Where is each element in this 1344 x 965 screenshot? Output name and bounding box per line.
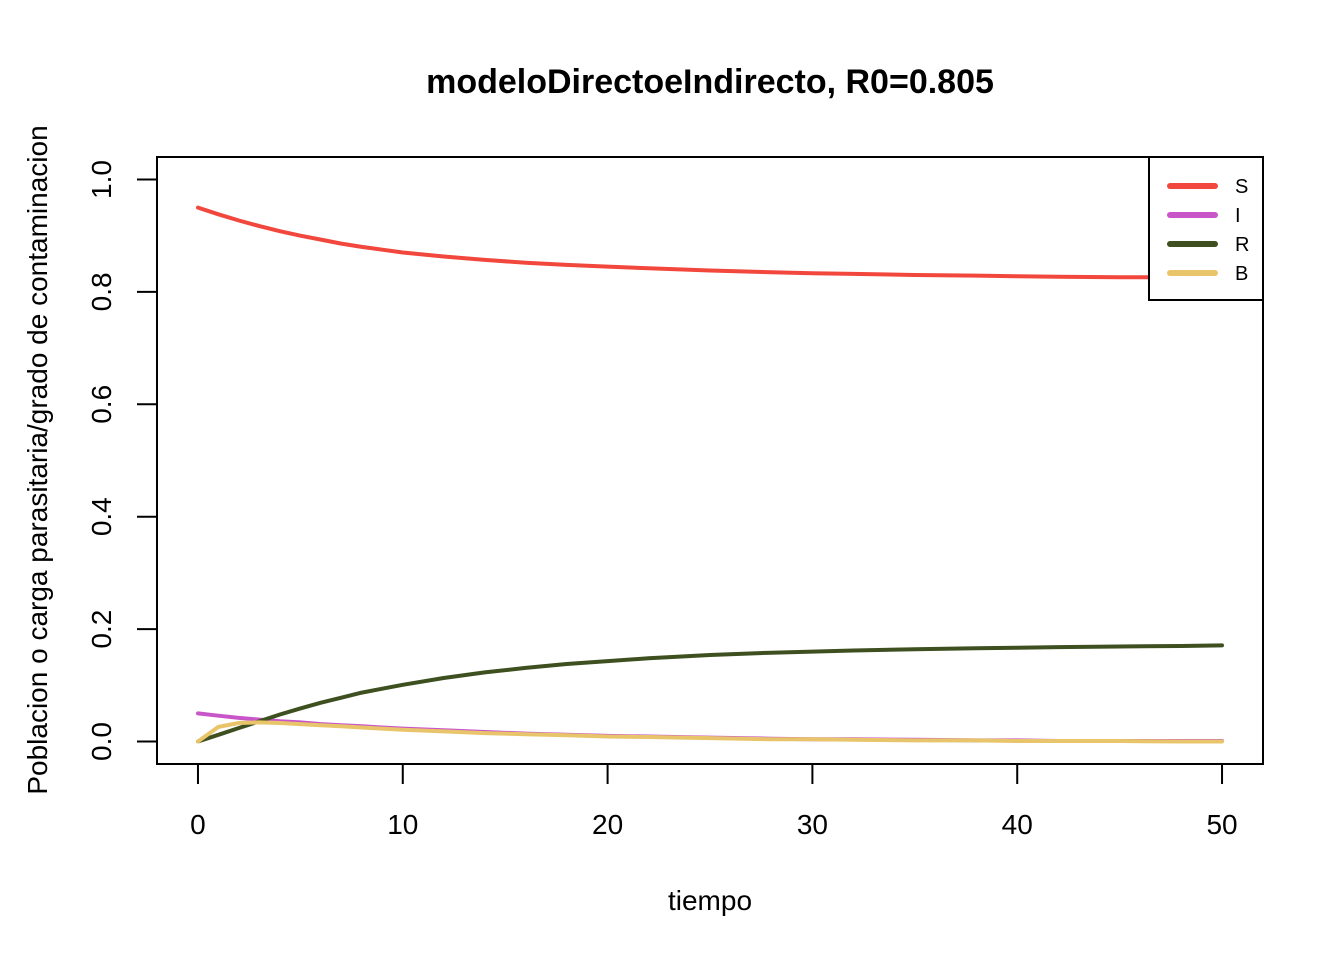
x-tick-label: 30 (797, 809, 828, 840)
legend-box (1148, 156, 1264, 301)
y-tick-label: 0.8 (86, 272, 117, 311)
x-tick-label: 10 (387, 809, 418, 840)
x-tick-label: 40 (1002, 809, 1033, 840)
y-tick-label: 0.0 (86, 722, 117, 761)
y-axis: 0.0 0.2 0.4 0.6 0.8 1.0 (86, 160, 158, 761)
plot-frame (156, 156, 1264, 765)
legend-label-S: S (1235, 176, 1248, 198)
chart-title: modeloDirectoeIndirecto, R0=0.805 (426, 63, 994, 101)
series-layer (196, 205, 1224, 744)
legend-label-R: R (1235, 234, 1249, 256)
y-tick-label: 1.0 (86, 160, 117, 199)
series-line-S (196, 205, 1224, 280)
x-axis-label: tiempo (668, 885, 752, 916)
series-line-R (196, 643, 1224, 744)
y-tick-label: 0.4 (86, 497, 117, 536)
legend-label-I: I (1235, 205, 1241, 227)
x-axis: 0 10 20 30 40 50 (190, 763, 1238, 840)
series-line-B (196, 720, 1224, 744)
y-tick-label: 0.2 (86, 610, 117, 649)
y-tick-label: 0.6 (86, 385, 117, 424)
x-tick-label: 50 (1206, 809, 1237, 840)
x-tick-label: 20 (592, 809, 623, 840)
legend-label-B: B (1235, 263, 1248, 285)
x-tick-label: 0 (190, 809, 206, 840)
y-axis-label: Poblacion o carga parasitaria/grado de c… (22, 125, 53, 794)
